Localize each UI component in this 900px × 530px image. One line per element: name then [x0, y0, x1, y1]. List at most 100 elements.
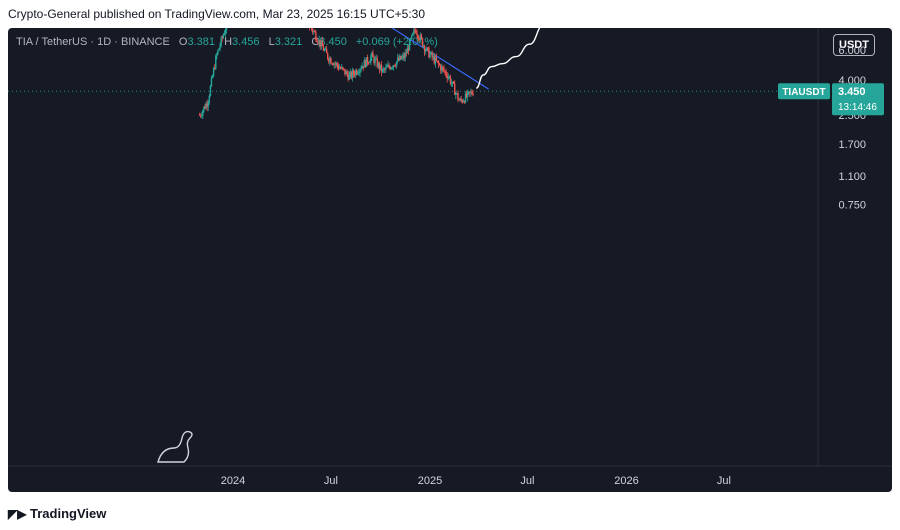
candle-body [315, 32, 317, 41]
candle-body [408, 39, 411, 51]
candle-body [404, 52, 406, 59]
candle-body [344, 69, 346, 75]
candle-body [393, 65, 396, 66]
candle-body [205, 103, 207, 109]
candle-body [392, 65, 395, 68]
candle-body [355, 70, 357, 76]
candle-body [336, 63, 339, 67]
candle-body [468, 91, 470, 93]
candle-body [440, 65, 442, 71]
candle-body [207, 102, 209, 107]
candle-body [426, 47, 428, 51]
candle-body [324, 48, 327, 50]
time-tick-label: 2024 [221, 475, 245, 487]
candle-body [325, 48, 328, 54]
candle-body [373, 56, 375, 63]
candle-body [356, 70, 358, 74]
publish-header-text: Crypto-General published on TradingView.… [8, 7, 426, 21]
change-value: +0.069 (+2.04%) [355, 36, 438, 48]
candle-body [198, 115, 201, 116]
candle-body [443, 68, 445, 72]
candle-body [201, 115, 203, 117]
descending-trendline[interactable] [280, 28, 489, 90]
candle-body [321, 40, 324, 47]
candle-body [211, 75, 214, 78]
candle-body [449, 76, 452, 84]
candle-body [462, 101, 465, 103]
candle-body [424, 50, 427, 52]
candle-body [430, 52, 432, 54]
close-label: C [311, 36, 320, 48]
time-tick-label: 2026 [614, 475, 638, 487]
candle-body [417, 35, 419, 39]
candle-body [420, 34, 423, 39]
open-value: 3.381 [187, 36, 215, 48]
candle-body [391, 67, 394, 69]
symbol-tag-label: TIAUSDT [782, 87, 825, 98]
price-tick-label: 1.100 [838, 171, 866, 183]
high-label: H [224, 36, 233, 48]
countdown-label: 13:14:46 [838, 102, 877, 113]
candle-body [341, 67, 343, 69]
candle-body [414, 29, 416, 31]
candle-body [442, 66, 444, 69]
candle-body [405, 52, 408, 54]
price-tick-label: 6.000 [838, 45, 866, 57]
candle-body [378, 62, 381, 70]
candle-body [206, 103, 208, 107]
candle-body [338, 68, 341, 69]
candle-body [383, 68, 385, 70]
candle-body [218, 48, 220, 51]
price-chart[interactable]: 90.00060.00040.00024.00016.00010.0006.00… [8, 28, 892, 492]
candle-body [311, 29, 314, 33]
candle-body [385, 66, 387, 70]
candle-body [412, 33, 414, 35]
candle-body [432, 56, 434, 58]
open-label: O [178, 36, 188, 48]
candle-body [437, 61, 440, 65]
currency-button[interactable]: USDT [833, 34, 875, 56]
candle-body [384, 68, 386, 70]
last-price-tag [832, 83, 884, 116]
candle-body [366, 57, 369, 63]
candle-body [388, 65, 390, 68]
candle-body [446, 75, 448, 79]
symbol-label[interactable]: TIA / TetherUS · 1D · BINANCE [16, 36, 170, 48]
candle-body [465, 93, 468, 98]
candle-body [362, 66, 364, 68]
projection-path[interactable] [476, 28, 685, 89]
candle-body [367, 62, 370, 64]
candle-body [386, 66, 388, 68]
chart-panel[interactable]: TIA / TetherUS · 1D · BINANCE O3.381 H 3.… [8, 28, 892, 492]
candle-body [445, 71, 447, 76]
close-value: 3.450 [319, 36, 347, 48]
candle-body [395, 61, 398, 67]
footer: ◤▶ TradingView [0, 496, 900, 530]
candle-body [202, 110, 204, 116]
symbol-tag [778, 83, 830, 100]
candle-body [346, 71, 348, 75]
candle-body [423, 45, 426, 52]
candle-body [377, 62, 380, 67]
candle-body [203, 106, 205, 111]
candle-body [433, 56, 436, 64]
candle-body [458, 99, 460, 101]
candle-body [339, 68, 342, 69]
candle-body [441, 66, 443, 71]
time-tick-label: Jul [324, 475, 338, 487]
candle-body [438, 64, 441, 66]
candle-body [448, 76, 451, 78]
candle-body [450, 83, 453, 84]
candle-body [387, 65, 389, 67]
candle-body [342, 67, 344, 69]
candle-body [398, 58, 400, 61]
candle-body [212, 68, 215, 76]
candle-body [357, 72, 359, 74]
tradingview-logo-icon[interactable]: ◤▶ [8, 507, 27, 521]
footer-brand[interactable]: TradingView [30, 506, 107, 521]
candle-body [427, 47, 429, 49]
candle-body [316, 40, 318, 42]
candle-body [469, 91, 471, 93]
candle-body [320, 40, 322, 47]
candle-body [217, 50, 219, 54]
